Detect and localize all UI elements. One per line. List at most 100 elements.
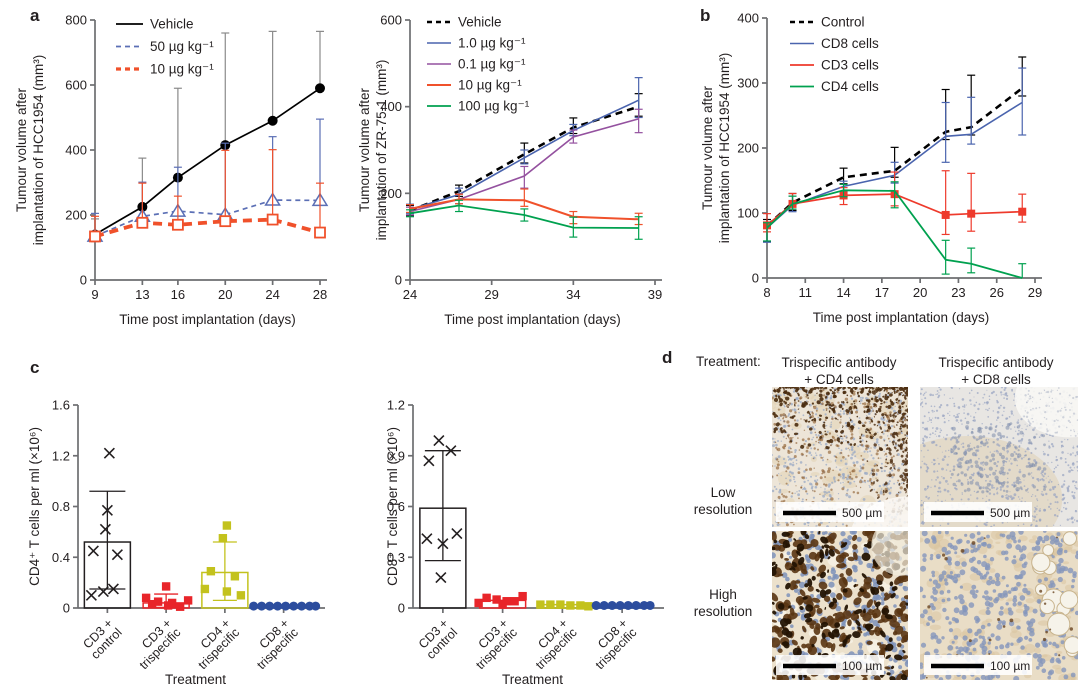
panel-b-label: b — [700, 6, 711, 25]
svg-text:9: 9 — [91, 287, 98, 302]
svg-text:0.8: 0.8 — [52, 499, 70, 514]
header-line: Trispecific antibody — [781, 355, 897, 370]
svg-text:Vehicle: Vehicle — [150, 17, 194, 32]
svg-text:24: 24 — [403, 287, 417, 302]
svg-text:CD4 cells: CD4 cells — [821, 79, 879, 94]
svg-text:Time post implantation (days): Time post implantation (days) — [119, 312, 296, 327]
svg-text:1.0 µg kg⁻¹: 1.0 µg kg⁻¹ — [458, 36, 526, 51]
scale-bar: 100 µm — [776, 655, 884, 675]
svg-text:Tumour volume after: Tumour volume after — [357, 87, 372, 212]
svg-text:17: 17 — [875, 285, 889, 300]
group-1 — [141, 582, 193, 611]
svg-text:0.4: 0.4 — [52, 550, 70, 565]
svg-text:Time post implantation (days): Time post implantation (days) — [813, 310, 990, 325]
row-label-line: resolution — [693, 502, 753, 517]
svg-text:100 µm: 100 µm — [842, 659, 882, 673]
histology-image-low-cd4: 500 µm — [772, 387, 908, 527]
svg-text:8: 8 — [763, 285, 770, 300]
series-4 — [406, 199, 643, 240]
svg-text:10 µg kg⁻¹: 10 µg kg⁻¹ — [458, 78, 522, 93]
svg-text:Tumour volume after: Tumour volume after — [700, 85, 715, 210]
axes: 0 0.4 0.8 1.2 1.6 — [52, 398, 325, 616]
legend: Vehicle 50 µg kg⁻¹ 10 µg kg⁻¹ — [116, 17, 214, 77]
svg-text:29: 29 — [484, 287, 498, 302]
panel-d-row-label-high: High resolution — [680, 586, 766, 620]
category-label: CD4 +trispecific — [186, 616, 242, 672]
svg-text:0.3: 0.3 — [387, 550, 405, 565]
axes: 0 200 400 600 24 29 34 39 — [380, 13, 662, 303]
panel-d-column-header-cd8: Trispecific antibody + CD8 cells — [914, 354, 1078, 388]
svg-text:CD3 cells: CD3 cells — [821, 58, 879, 73]
axes: 0 100 200 300 400 8 11 14 17 20 23 26 29 — [737, 11, 1042, 301]
svg-text:0.6: 0.6 — [387, 499, 405, 514]
svg-text:500 µm: 500 µm — [990, 506, 1030, 520]
scale-bar: 100 µm — [924, 655, 1032, 675]
svg-text:500 µm: 500 µm — [842, 506, 882, 520]
panel-d-column-header-cd4: Trispecific antibody + CD4 cells — [768, 354, 910, 388]
scale-bar: 500 µm — [924, 502, 1032, 522]
svg-text:Treatment: Treatment — [165, 672, 226, 687]
svg-text:Control: Control — [821, 15, 865, 30]
panel-d-label: d — [662, 348, 673, 367]
header-line: Trispecific antibody — [938, 355, 1054, 370]
svg-text:0: 0 — [752, 271, 759, 286]
svg-text:11: 11 — [799, 285, 813, 300]
svg-text:39: 39 — [648, 287, 662, 302]
chart-zr751-dose-response: 0 200 400 600 24 29 34 39 Time post implantation… — [357, 13, 662, 328]
svg-text:26: 26 — [989, 285, 1003, 300]
svg-text:24: 24 — [265, 287, 279, 302]
svg-text:Treatment: Treatment — [502, 672, 563, 687]
svg-text:200: 200 — [737, 141, 759, 156]
svg-text:1.2: 1.2 — [387, 398, 405, 413]
svg-text:1.2: 1.2 — [52, 448, 70, 463]
category-label: CD3 +control — [415, 616, 461, 662]
scale-bar: 500 µm — [776, 502, 884, 522]
svg-text:23: 23 — [951, 285, 965, 300]
svg-text:Vehicle: Vehicle — [458, 15, 502, 30]
svg-text:400: 400 — [65, 143, 87, 158]
svg-text:20: 20 — [913, 285, 927, 300]
svg-text:600: 600 — [65, 78, 87, 93]
svg-text:50 µg kg⁻¹: 50 µg kg⁻¹ — [150, 39, 214, 54]
svg-text:16: 16 — [171, 287, 185, 302]
svg-text:0.1 µg kg⁻¹: 0.1 µg kg⁻¹ — [458, 57, 526, 72]
row-label-line: High — [709, 587, 737, 602]
chart-hcc1954-dose-response: 0 200 400 600 800 9 13 16 20 24 28 Time post implan… — [14, 13, 329, 327]
svg-text:0.9: 0.9 — [387, 448, 405, 463]
svg-text:implantation of HCC1954 (mm³): implantation of HCC1954 (mm³) — [31, 55, 46, 246]
svg-text:600: 600 — [380, 13, 402, 28]
category-label: CD4 +trispecific — [524, 616, 580, 672]
histology-image-high-cd8: 100 µm — [920, 531, 1078, 680]
series-2 — [89, 149, 326, 243]
histology-image-high-cd4: 100 µm — [772, 531, 908, 680]
svg-text:13: 13 — [135, 287, 149, 302]
svg-text:CD8⁺ T cells per ml (×10⁶): CD8⁺ T cells per ml (×10⁶) — [385, 427, 400, 586]
svg-text:200: 200 — [380, 186, 402, 201]
axes: 0 200 400 600 800 9 13 16 20 24 28 — [65, 13, 327, 303]
panel-d-treatment-label: Treatment: — [696, 354, 761, 369]
group-3 — [591, 600, 655, 610]
svg-text:1.6: 1.6 — [52, 398, 70, 413]
legend: Vehicle 1.0 µg kg⁻¹ 0.1 µg kg⁻¹ 10 µg kg⁻¹ 1… — [427, 15, 530, 114]
svg-text:300: 300 — [737, 76, 759, 91]
category-label: CD3 +trispecific — [128, 616, 184, 672]
svg-text:20: 20 — [218, 287, 232, 302]
group-2 — [200, 521, 249, 609]
series-3 — [763, 181, 1027, 279]
row-label-line: resolution — [693, 604, 753, 619]
svg-text:200: 200 — [65, 208, 87, 223]
svg-text:14: 14 — [836, 285, 850, 300]
axes: 0 0.3 0.6 0.9 1.2 — [387, 398, 664, 616]
svg-text:10 µg kg⁻¹: 10 µg kg⁻¹ — [150, 62, 214, 77]
histology-image-low-cd8: 500 µm — [920, 387, 1078, 527]
group-1 — [474, 591, 527, 609]
panel-d-row-label-low: Low resolution — [680, 484, 766, 518]
svg-text:CD4⁺ T cells per ml (×10⁶): CD4⁺ T cells per ml (×10⁶) — [27, 427, 42, 586]
category-label: CD8 +trispecific — [245, 616, 301, 672]
group-0 — [83, 447, 132, 609]
category-label: CD8 +trispecific — [584, 616, 640, 672]
svg-text:100 µm: 100 µm — [990, 659, 1030, 673]
chart-cd4-t-cell-counts: 0 0.4 0.8 1.2 1.6 Treatment CD4⁺ T cells per m… — [27, 398, 325, 687]
header-line: + CD4 cells — [804, 372, 874, 387]
svg-text:0: 0 — [395, 273, 402, 288]
